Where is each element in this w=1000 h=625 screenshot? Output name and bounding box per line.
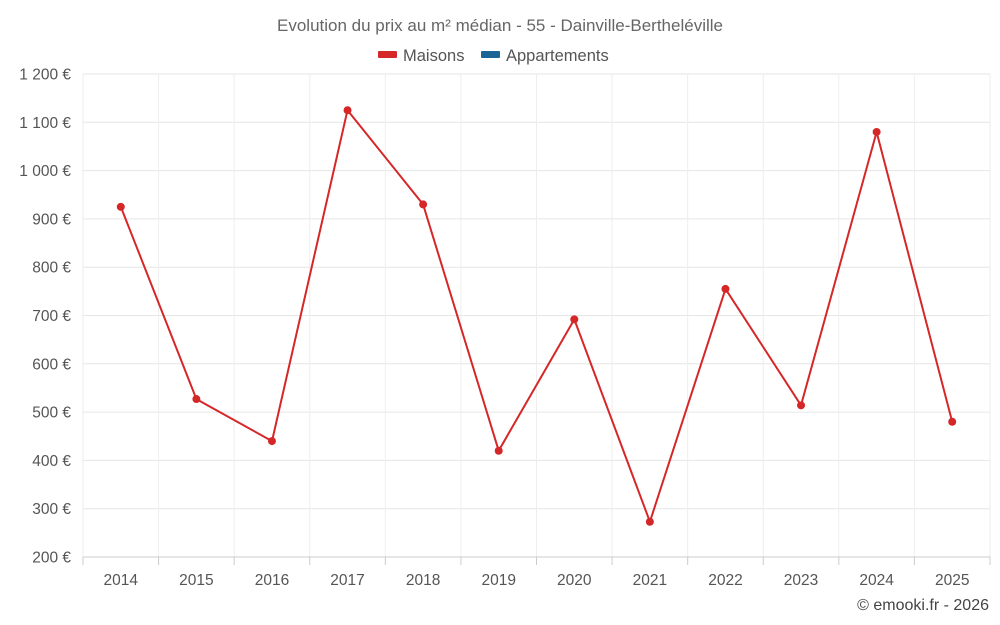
y-tick-label: 600 € [32, 356, 71, 373]
x-tick-label: 2016 [255, 572, 289, 589]
y-tick-label: 1 000 € [19, 163, 71, 180]
x-tick-label: 2018 [406, 572, 440, 589]
credits-text[interactable]: © emooki.fr - 2026 [857, 597, 989, 614]
chart-title: Evolution du prix au m² médian - 55 - Da… [277, 16, 723, 35]
grid [82, 73, 991, 557]
axes: 200 € 300 € 400 € 500 € 600 € 700 € 800 € 900 €… [19, 67, 991, 589]
data-point-2025[interactable] [948, 417, 957, 426]
y-tick-label: 700 € [32, 308, 71, 325]
data-point-2022[interactable] [721, 284, 730, 293]
y-tick-label: 400 € [32, 453, 71, 470]
legend: Maisons Appartements [378, 47, 609, 65]
y-tick-label: 1 200 € [19, 67, 71, 84]
y-tick-label: 1 100 € [19, 115, 71, 132]
x-tick-label: 2024 [859, 572, 894, 589]
y-tick-label: 900 € [32, 211, 71, 228]
data-point-2014[interactable] [116, 202, 125, 211]
y-tick-label: 800 € [32, 260, 71, 277]
legend-label-maisons: Maisons [403, 47, 464, 65]
y-tick-label: 500 € [32, 405, 71, 422]
data-point-2019[interactable] [494, 446, 503, 455]
data-point-2024[interactable] [872, 127, 881, 136]
legend-item-maisons[interactable]: Maisons [378, 47, 464, 65]
x-tick-label: 2014 [104, 572, 139, 589]
x-tick-label: 2021 [633, 572, 667, 589]
legend-swatch-appartements [481, 51, 500, 58]
series-layer [116, 106, 957, 526]
x-tick-label: 2023 [784, 572, 818, 589]
x-tick-label: 2019 [481, 572, 515, 589]
data-point-2018[interactable] [419, 200, 428, 209]
data-point-2023[interactable] [797, 401, 806, 410]
legend-label-appartements: Appartements [506, 47, 609, 65]
data-point-2015[interactable] [192, 395, 201, 404]
data-point-2017[interactable] [343, 106, 352, 115]
series-line-maisons [119, 109, 954, 523]
data-point-2020[interactable] [570, 315, 579, 324]
legend-swatch-maisons [378, 51, 397, 58]
x-tick-label: 2025 [935, 572, 969, 589]
x-tick-label: 2022 [708, 572, 742, 589]
x-tick-label: 2020 [557, 572, 592, 589]
y-tick-label: 300 € [32, 501, 71, 518]
x-tick-label: 2017 [330, 572, 364, 589]
legend-item-appartements[interactable]: Appartements [481, 47, 609, 65]
data-point-2021[interactable] [645, 517, 654, 526]
x-tick-label: 2015 [179, 572, 213, 589]
y-tick-label: 200 € [32, 550, 71, 567]
data-point-2016[interactable] [267, 437, 276, 446]
